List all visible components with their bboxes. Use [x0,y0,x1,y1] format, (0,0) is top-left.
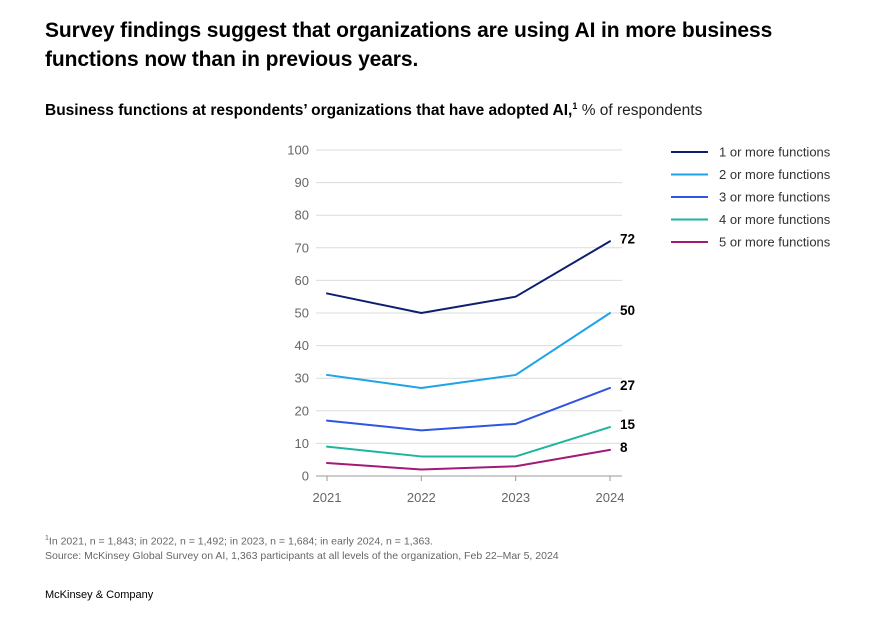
subtitle-footnote-marker: 1 [572,101,578,111]
data-label: 50 [620,303,635,318]
series-line [326,240,611,314]
series-line [326,386,611,432]
brand-name: McKinsey & Company [45,589,154,601]
footnote-line-1: 1In 2021, n = 1,843; in 2022, n = 1,492;… [45,532,559,549]
x-axis-ticks: 2021 2022 2023 2024 [313,476,625,505]
footnote-source: Source: McKinsey Global Survey on AI, 1,… [45,549,559,562]
data-label: 15 [620,417,636,432]
y-tick-label: 40 [295,338,309,353]
y-tick-label: 50 [295,306,309,321]
legend-label: 5 or more functions [719,235,831,250]
series-line [326,312,611,389]
footnote: 1In 2021, n = 1,843; in 2022, n = 1,492;… [45,532,559,563]
data-label: 72 [620,231,635,246]
y-tick-label: 60 [295,273,309,288]
gridlines [316,149,622,477]
legend-label: 4 or more functions [719,212,831,227]
legend-label: 1 or more functions [719,145,831,160]
x-tick-label: 2024 [596,490,625,505]
data-label: 27 [620,378,635,393]
y-tick-label: 90 [295,175,309,190]
series-lines [326,240,611,471]
legend-label: 2 or more functions [719,167,831,182]
y-tick-label: 10 [295,436,309,451]
x-tick-label: 2021 [313,490,342,505]
y-tick-label: 100 [287,143,309,158]
headline: Survey findings suggest that organizatio… [45,19,773,71]
data-label: 8 [620,440,628,455]
subtitle-unit: % of respondents [581,102,703,120]
x-tick-label: 2022 [407,490,436,505]
x-tick-label: 2023 [501,490,530,505]
y-tick-label: 80 [295,208,309,223]
footnote-marker: 1 [45,535,49,542]
series-line [326,448,611,471]
chart-subtitle: Business functions at respondents’ organ… [45,101,702,120]
y-tick-label: 0 [302,469,309,484]
legend: 1 or more functions 2 or more functions 3 … [671,145,831,250]
legend-label: 3 or more functions [719,190,831,205]
footnote-text: In 2021, n = 1,843; in 2022, n = 1,492; … [48,535,434,548]
end-labels: 72 50 27 15 8 [620,231,636,455]
subtitle-text: Business functions at respondents’ organ… [45,102,573,120]
y-tick-label: 70 [295,240,309,255]
y-tick-label: 20 [295,403,309,418]
series-line [326,426,611,458]
y-tick-label: 30 [295,371,309,386]
y-axis-ticks: 0 10 20 30 40 50 60 70 80 90 100 [287,143,309,484]
